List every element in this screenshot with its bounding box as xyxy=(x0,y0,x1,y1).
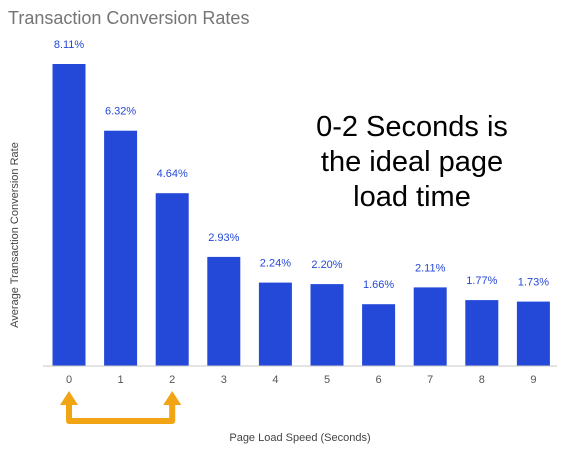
x-tick-label-5: 5 xyxy=(324,374,330,386)
data-label-0: 8.11% xyxy=(54,39,85,51)
x-tick-label-7: 7 xyxy=(427,374,433,386)
bar-7 xyxy=(413,287,447,366)
data-label-7: 2.11% xyxy=(415,262,446,274)
data-label-4: 2.24% xyxy=(260,258,291,270)
data-label-2: 4.64% xyxy=(157,168,188,180)
annotation: 0-2 Seconds is the ideal page load time xyxy=(316,111,508,213)
bar-6 xyxy=(362,304,396,366)
data-label-9: 1.73% xyxy=(518,277,549,289)
bar-9 xyxy=(516,301,550,366)
annotation-line-1: 0-2 Seconds is xyxy=(316,111,508,143)
bar-5 xyxy=(310,284,344,366)
x-tick-label-4: 4 xyxy=(272,374,278,386)
x-tick-label-9: 9 xyxy=(530,374,536,386)
annotation-line-3: load time xyxy=(353,181,471,213)
bracket-line xyxy=(66,401,176,424)
bar-1 xyxy=(104,130,138,366)
bar-series xyxy=(52,64,550,366)
bar-3 xyxy=(207,256,241,366)
annotation-line-2: the ideal page xyxy=(321,146,503,178)
data-label-8: 1.77% xyxy=(466,275,497,287)
chart-title: Transaction Conversion Rates xyxy=(8,8,249,28)
data-label-1: 6.32% xyxy=(105,106,136,118)
arrowhead-right xyxy=(163,391,182,405)
x-tick-label-6: 6 xyxy=(376,374,382,386)
bar-4 xyxy=(258,282,292,366)
bar-2 xyxy=(155,193,189,366)
x-axis-tick-labels: 0 1 2 3 4 5 6 7 8 9 xyxy=(66,374,537,386)
bar-0 xyxy=(52,64,86,366)
data-label-5: 2.20% xyxy=(311,259,342,271)
bar-8 xyxy=(465,300,499,366)
x-tick-label-8: 8 xyxy=(479,374,485,386)
data-labels: 8.11% 6.32% 4.64% 2.93% 2.24% 2.20% 1.66% 2.11%… xyxy=(54,39,549,291)
x-tick-label-1: 1 xyxy=(118,374,124,386)
data-label-6: 1.66% xyxy=(363,279,394,291)
x-tick-label-2: 2 xyxy=(169,374,175,386)
x-tick-label-0: 0 xyxy=(66,374,72,386)
x-axis-title: Page Load Speed (Seconds) xyxy=(229,432,370,444)
ideal-range-bracket-arrow xyxy=(60,391,182,424)
x-tick-label-3: 3 xyxy=(221,374,227,386)
arrowhead-left xyxy=(60,391,78,405)
data-label-3: 2.93% xyxy=(208,232,239,244)
y-axis-title: Average Transaction Conversion Rate xyxy=(9,142,21,328)
